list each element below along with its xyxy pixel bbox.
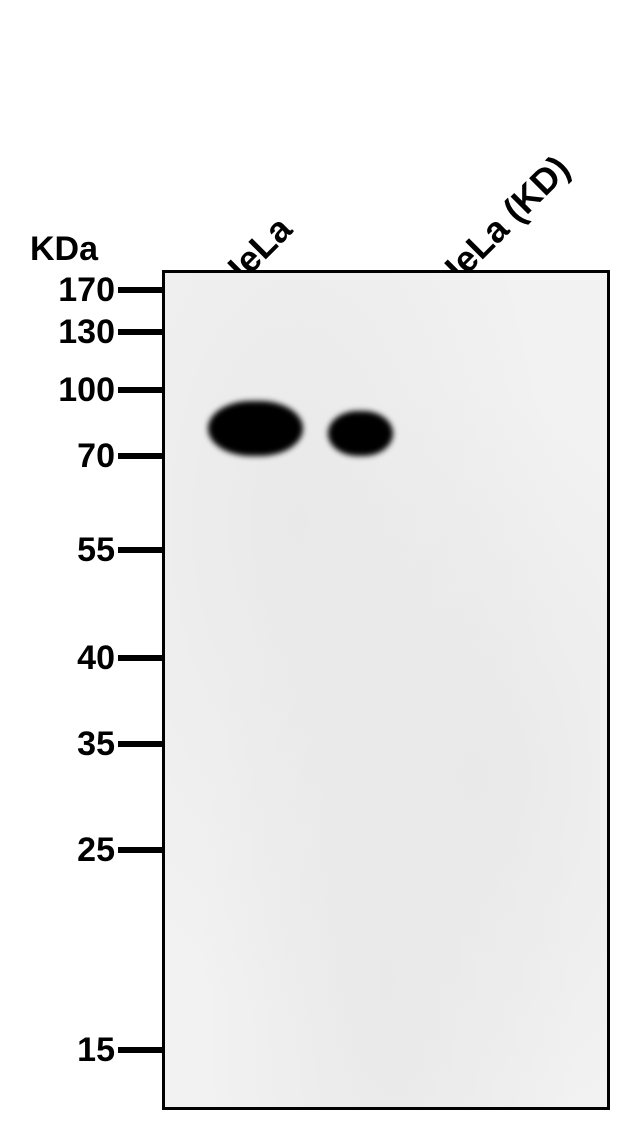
mw-tick xyxy=(118,287,162,293)
mw-label: 55 xyxy=(0,533,115,567)
blot-background xyxy=(165,273,607,1107)
mw-tick xyxy=(118,847,162,853)
mw-label: 70 xyxy=(0,439,115,473)
mw-label: 35 xyxy=(0,727,115,761)
mw-tick xyxy=(118,655,162,661)
mw-label: 25 xyxy=(0,833,115,867)
band-hela-0 xyxy=(208,401,303,456)
blot-membrane xyxy=(162,270,610,1110)
mw-label: 130 xyxy=(0,315,115,349)
mw-tick xyxy=(118,329,162,335)
mw-label: 15 xyxy=(0,1033,115,1067)
band-hela-1 xyxy=(328,411,393,456)
mw-label: 170 xyxy=(0,273,115,307)
mw-label: 100 xyxy=(0,373,115,407)
mw-tick xyxy=(118,387,162,393)
axis-title-kda: KDa xyxy=(30,230,98,269)
western-blot-figure: KDa 170130100705540352515 HeLaHeLa (KD) xyxy=(0,0,629,1128)
mw-tick xyxy=(118,1047,162,1053)
mw-tick xyxy=(118,547,162,553)
mw-tick xyxy=(118,453,162,459)
mw-tick xyxy=(118,741,162,747)
mw-label: 40 xyxy=(0,641,115,675)
